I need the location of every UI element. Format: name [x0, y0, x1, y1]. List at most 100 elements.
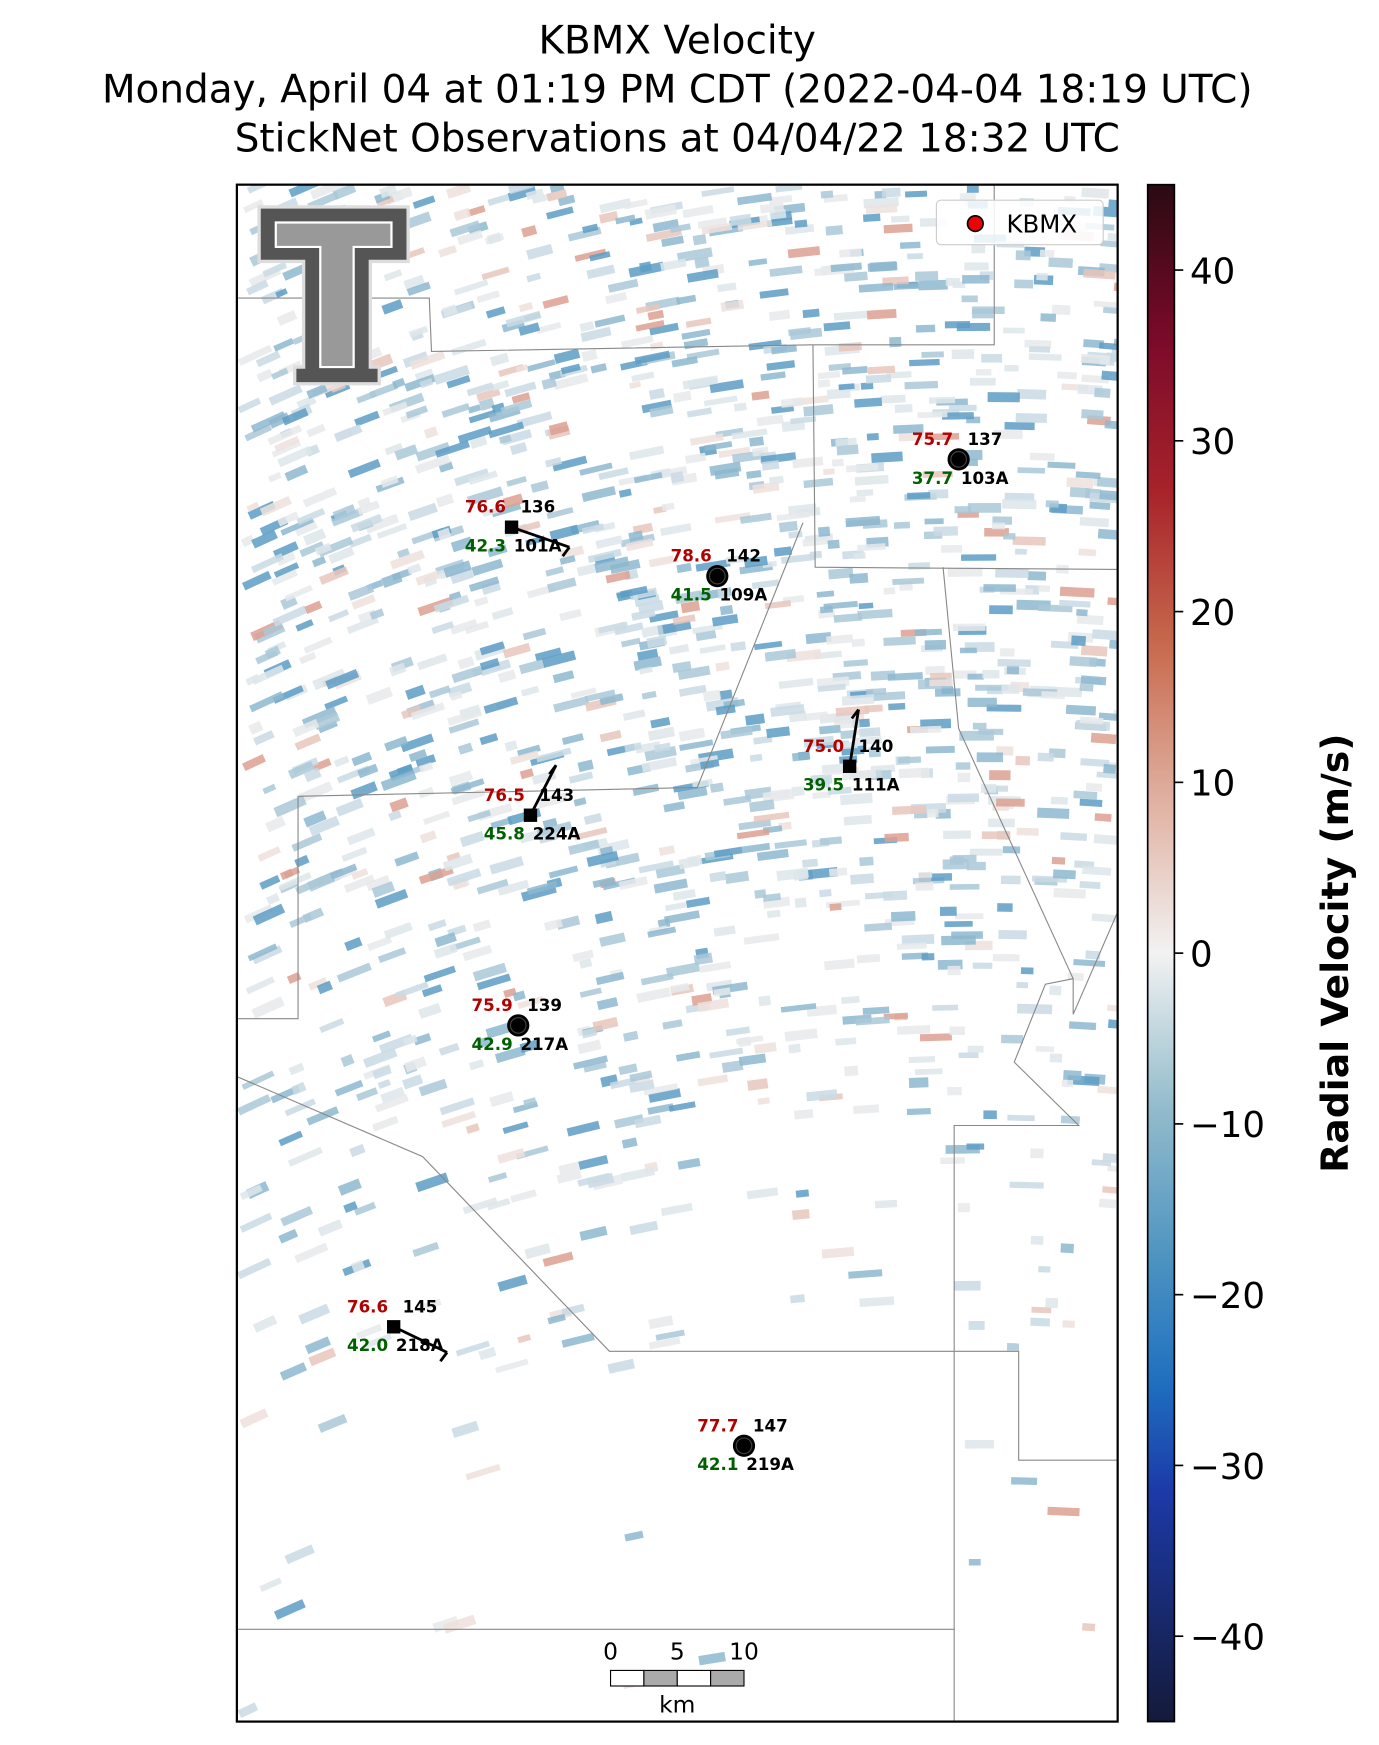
- radar-gate: [318, 566, 349, 585]
- station-id: 218A: [396, 1336, 444, 1355]
- station-marker: [504, 520, 519, 534]
- radar-gate: [1090, 732, 1117, 745]
- radar-gate: [948, 404, 977, 412]
- radar-gate: [312, 668, 347, 691]
- radar-gate: [1089, 501, 1111, 510]
- radar-gate: [613, 622, 644, 636]
- radar-gate: [298, 781, 334, 803]
- radar-gate: [592, 876, 615, 888]
- radar-gate: [578, 1155, 609, 1170]
- station-id: 101A: [514, 537, 562, 556]
- radar-gate: [941, 412, 974, 420]
- radar-gate: [402, 1034, 418, 1046]
- radar-gate: [929, 679, 953, 687]
- radar-gate: [1037, 752, 1054, 762]
- radar-gate: [921, 351, 944, 358]
- radar-gate: [620, 637, 641, 648]
- radar-gate: [381, 299, 404, 315]
- radar-gate: [933, 526, 959, 537]
- radar-gate: [405, 405, 429, 419]
- radar-gate: [447, 708, 483, 727]
- radar-gate: [827, 786, 852, 796]
- radar-gate: [685, 896, 711, 908]
- radar-gate: [670, 982, 690, 994]
- radar-gate: [747, 1078, 769, 1091]
- radar-gate: [1103, 763, 1117, 774]
- radar-gate: [901, 952, 929, 960]
- temperature: 75.9: [472, 996, 513, 1015]
- radar-gate: [751, 390, 770, 401]
- radar-gate: [248, 720, 264, 735]
- radar-gate: [526, 359, 556, 372]
- radar-gate: [689, 433, 724, 446]
- radar-gate: [947, 1086, 962, 1096]
- radar-gate: [652, 219, 680, 233]
- radar-gate: [414, 454, 451, 474]
- radar-gate: [614, 1114, 644, 1129]
- radar-gate: [868, 746, 881, 758]
- radar-gate: [1001, 684, 1020, 694]
- radar-gate: [587, 548, 622, 563]
- radar-gate: [928, 396, 956, 404]
- station-marker: [842, 759, 857, 773]
- radar-gate: [351, 751, 373, 767]
- scale-unit: km: [659, 1691, 695, 1719]
- radar-gate: [314, 542, 332, 556]
- radar-gate: [1007, 1114, 1035, 1122]
- wind-barb: [393, 1325, 448, 1354]
- radar-gate: [273, 562, 300, 578]
- radar-gate: [817, 683, 846, 693]
- radar-gate: [537, 792, 568, 809]
- station-ring: [950, 451, 967, 468]
- radar-gate: [438, 244, 457, 258]
- radar-gate: [709, 379, 744, 394]
- radar-gate: [773, 546, 793, 557]
- radar-gate: [1061, 1079, 1074, 1088]
- radar-gate: [751, 579, 780, 589]
- radar-gate: [759, 202, 785, 214]
- radar-gate: [761, 460, 780, 471]
- radar-gate: [306, 423, 326, 438]
- radar-gate: [1091, 1159, 1112, 1167]
- radar-gate: [713, 987, 731, 997]
- radar-gate: [250, 553, 285, 573]
- radar-gate: [647, 1103, 674, 1115]
- radar-gate: [259, 495, 292, 517]
- radar-gate: [586, 264, 616, 280]
- radar-gate: [780, 553, 815, 564]
- radar-gate: [823, 321, 851, 332]
- radar-gate: [736, 828, 770, 840]
- radar-gate: [520, 685, 540, 697]
- radar-gate: [568, 839, 600, 856]
- radar-gate: [803, 477, 834, 489]
- radar-gate: [418, 1002, 442, 1019]
- radar-gate: [1079, 716, 1104, 725]
- radar-gate: [252, 903, 286, 926]
- scale-segment: [710, 1669, 745, 1687]
- radar-gate: [833, 310, 868, 321]
- radar-gate: [459, 831, 485, 848]
- radar-gate: [704, 441, 733, 452]
- radar-gate: [265, 815, 286, 833]
- radar-gate: [845, 463, 879, 473]
- radar-gate: [914, 628, 942, 636]
- radar-gate: [692, 234, 707, 246]
- radar-gate: [383, 921, 413, 940]
- radar-gate: [298, 651, 317, 665]
- radar-gate: [451, 665, 483, 684]
- radar-gate: [930, 672, 952, 679]
- temperature: 76.6: [465, 498, 506, 517]
- radar-gate: [1015, 756, 1031, 766]
- radar-gate: [1051, 304, 1071, 316]
- radar-gate: [662, 1019, 683, 1030]
- station-number: 136: [520, 498, 555, 517]
- radar-gate: [664, 910, 700, 925]
- radar-gate: [679, 739, 714, 751]
- radar-gate: [279, 1362, 308, 1381]
- radar-gate: [394, 851, 420, 867]
- radar-gate: [294, 1242, 329, 1264]
- radar-gate: [817, 526, 831, 537]
- radar-gate: [371, 1030, 391, 1043]
- radar-gate: [308, 1347, 337, 1367]
- radar-gate: [954, 506, 972, 514]
